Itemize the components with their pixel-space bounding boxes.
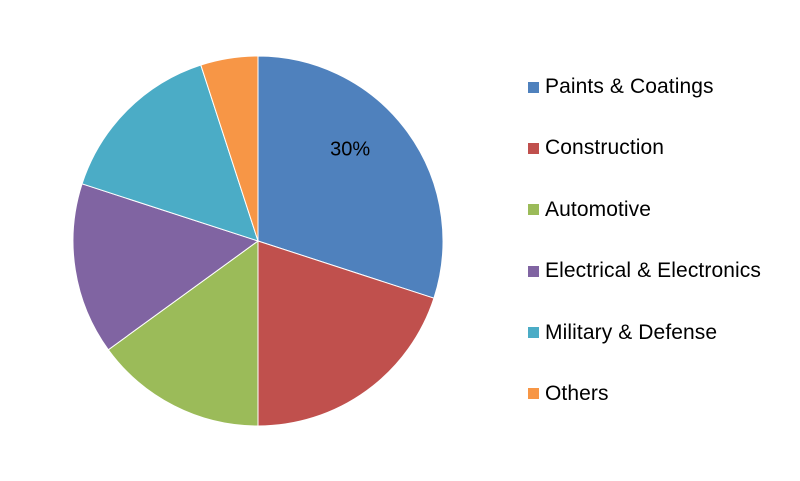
pie-plot-area: 30%	[72, 55, 444, 427]
legend-item: Electrical & Electronics	[528, 256, 761, 286]
pie-slice-electrical-electronics	[72, 183, 260, 351]
legend-swatch	[528, 81, 539, 93]
data-label-paints-coatings: 30%	[330, 138, 370, 160]
pie-slice-others	[200, 55, 259, 242]
pie-slices	[72, 55, 444, 427]
legend-label: Others	[545, 381, 609, 405]
pie-slice-paints-coatings	[257, 55, 444, 299]
legend-swatch	[528, 265, 539, 277]
legend-item: Automotive	[528, 195, 761, 225]
pie-slice-automotive	[107, 240, 259, 427]
legend-label: Military & Defense	[545, 320, 718, 344]
legend-swatch	[528, 142, 539, 154]
legend-item: Military & Defense	[528, 318, 761, 348]
legend-item: Construction	[528, 133, 761, 163]
legend-label: Construction	[545, 136, 665, 160]
legend-item: Others	[528, 379, 761, 409]
legend-label: Automotive	[545, 197, 652, 221]
pie-slice-construction	[257, 240, 435, 427]
legend-label: Electrical & Electronics	[545, 259, 761, 283]
legend-swatch	[528, 327, 539, 339]
chart-legend: Paints & Coatings Construction Automotive E…	[528, 72, 761, 440]
pie-slice-labels: 30%	[330, 138, 370, 160]
legend-label: Paints & Coatings	[545, 75, 714, 98]
legend-swatch	[528, 204, 539, 216]
legend-swatch	[528, 388, 539, 400]
pie-slice-military-defense	[81, 64, 259, 242]
legend-item: Paints & Coatings	[528, 72, 761, 102]
